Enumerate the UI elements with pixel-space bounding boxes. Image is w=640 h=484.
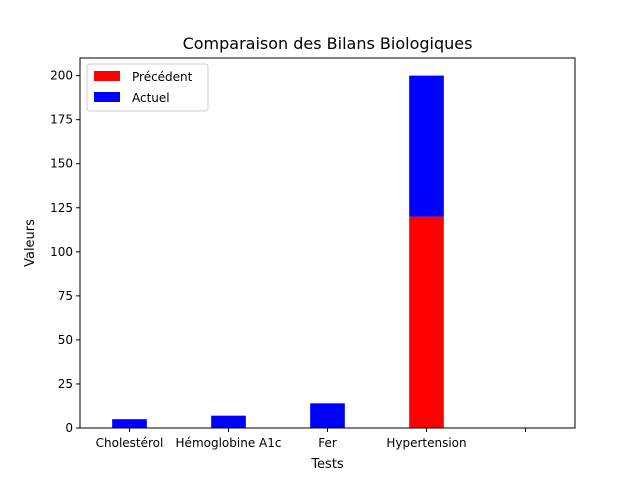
legend-swatch-precedent (94, 71, 120, 81)
x-tick-label: Hémoglobine A1c (176, 436, 282, 450)
y-tick-label: 175 (50, 113, 73, 127)
bar-actuel-1 (211, 415, 246, 428)
y-tick-label: 75 (58, 289, 73, 303)
y-tick-label: 100 (50, 245, 73, 259)
x-axis-label: Tests (310, 457, 344, 472)
bars-layer (112, 75, 444, 428)
bar-actuel-0 (112, 419, 147, 428)
bar-actuel-2 (310, 403, 345, 428)
chart-title: Comparaison des Bilans Biologiques (183, 34, 473, 53)
bar-actuel-3 (409, 75, 444, 217)
legend-label-precedent: Précédent (132, 70, 193, 84)
y-axis: 0 25 50 75 100 125 150 175 200 (50, 69, 80, 435)
legend-label-actuel: Actuel (132, 91, 170, 105)
y-axis-label: Valeurs (23, 219, 38, 267)
x-tick-label: Cholestérol (96, 436, 164, 450)
y-tick-label: 0 (65, 421, 73, 435)
bar-precedent-3 (409, 216, 444, 428)
y-tick-label: 150 (50, 157, 73, 171)
legend: Précédent Actuel (86, 63, 209, 112)
x-axis: Cholestérol Hémoglobine A1c Fer Hypertensio… (96, 428, 526, 450)
x-tick-label: Fer (318, 436, 337, 450)
y-tick-label: 25 (58, 377, 73, 391)
y-tick-label: 200 (50, 69, 73, 83)
x-tick-label: Hypertension (386, 436, 466, 450)
y-tick-label: 50 (58, 333, 73, 347)
y-tick-label: 125 (50, 201, 73, 215)
plot-frame (79, 57, 576, 429)
legend-swatch-actuel (94, 92, 120, 102)
